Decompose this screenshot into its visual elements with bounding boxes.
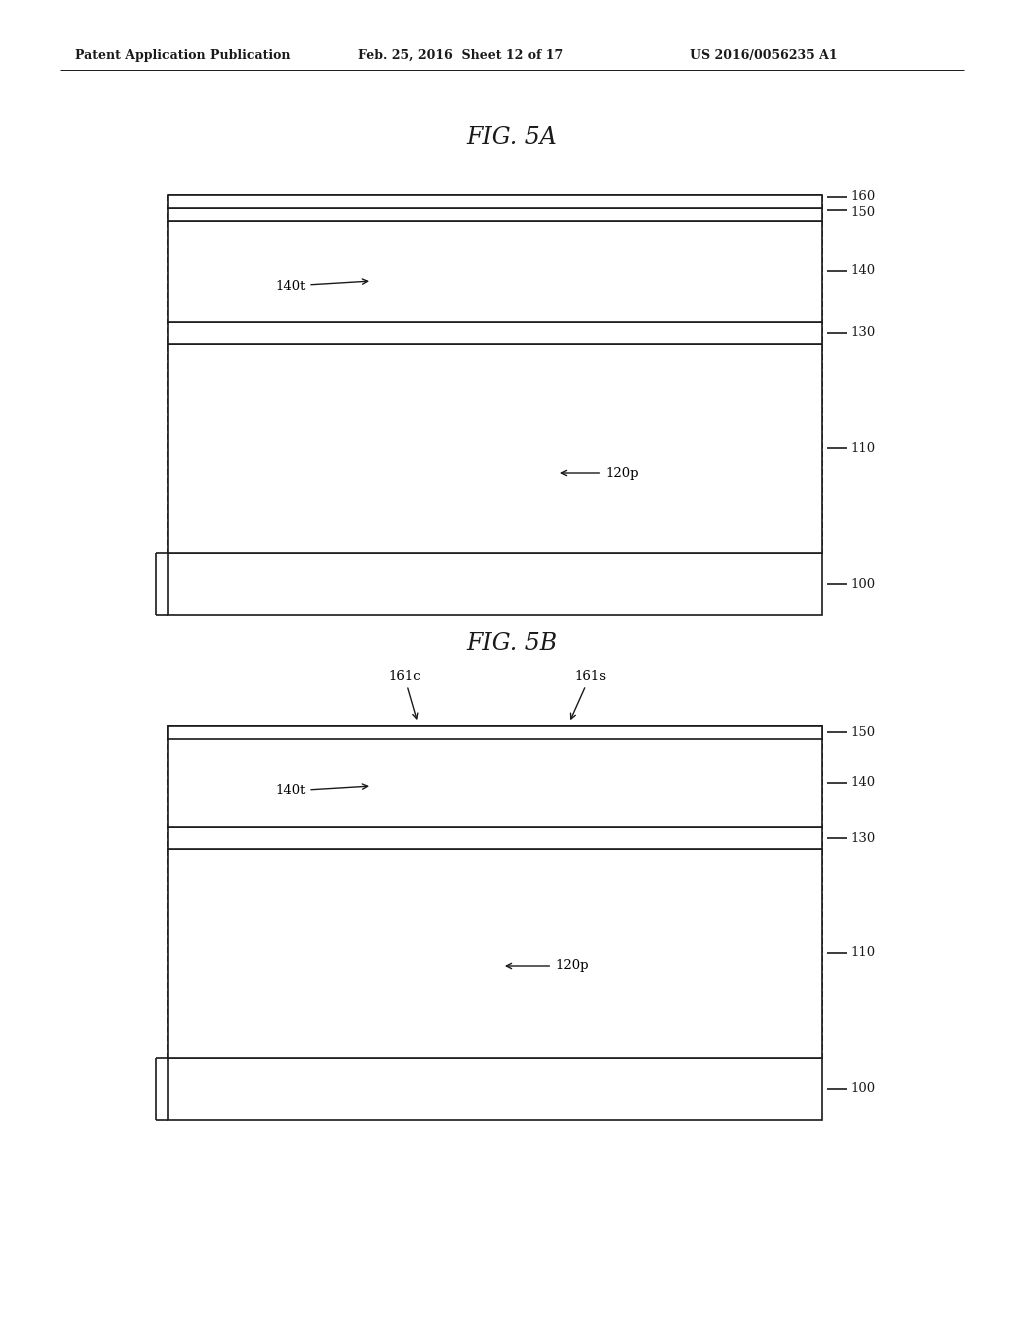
Text: 160: 160 [850,190,876,203]
Text: 110: 110 [850,946,876,960]
Polygon shape [168,849,822,1059]
Polygon shape [168,195,822,209]
Bar [521,726,617,853]
Text: FIG. 5B: FIG. 5B [467,631,557,655]
Text: 120p: 120p [561,466,639,479]
Polygon shape [168,345,822,553]
Text: 140t: 140t [275,279,368,293]
Text: 100: 100 [850,578,876,590]
Text: 100: 100 [850,1082,876,1096]
Text: 130: 130 [850,326,876,339]
Text: 110: 110 [850,441,876,454]
Bar [391,220,589,393]
Text: Feb. 25, 2016  Sheet 12 of 17: Feb. 25, 2016 Sheet 12 of 17 [358,49,563,62]
Bar [537,726,602,862]
Text: 161c: 161c [388,669,421,719]
Text: Patent Application Publication: Patent Application Publication [75,49,291,62]
Text: 150: 150 [850,206,876,219]
Polygon shape [168,828,822,849]
Bar [358,726,499,875]
Text: 161s: 161s [570,669,606,719]
Text: 150: 150 [850,726,876,738]
Text: 140: 140 [850,264,876,277]
Polygon shape [168,209,822,220]
Text: 120p: 120p [506,960,589,973]
Bar [390,726,469,900]
Text: 140: 140 [850,776,876,789]
Polygon shape [168,726,822,739]
Polygon shape [168,1059,822,1119]
Bar [391,195,589,395]
Polygon shape [168,726,822,828]
Text: 140t: 140t [275,784,368,797]
Polygon shape [168,322,822,345]
Text: 130: 130 [850,832,876,845]
Polygon shape [168,220,822,322]
Bar [358,195,622,370]
Text: US 2016/0056235 A1: US 2016/0056235 A1 [690,49,838,62]
Polygon shape [168,553,822,615]
Text: FIG. 5A: FIG. 5A [467,127,557,149]
